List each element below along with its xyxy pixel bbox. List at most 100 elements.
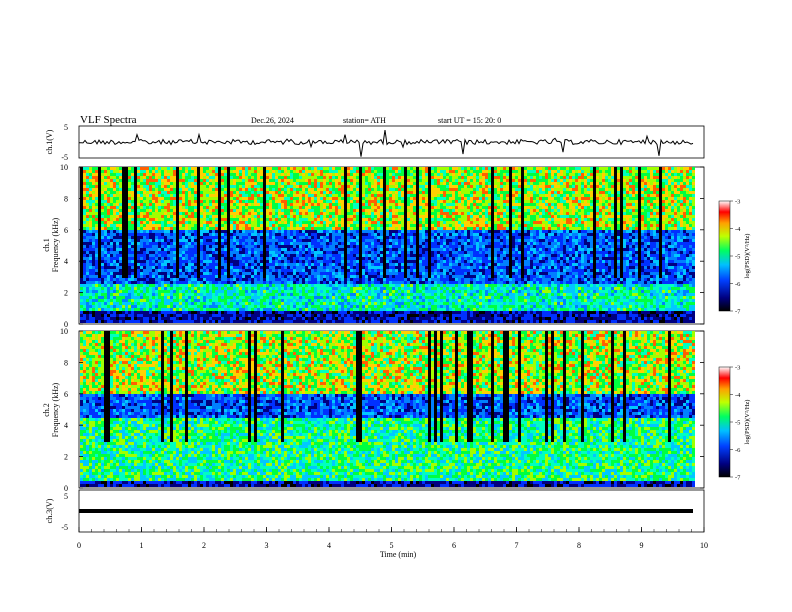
spectrogram-cell [158, 212, 161, 215]
spectrogram-cell [311, 269, 314, 272]
spectrogram-cell [122, 311, 125, 314]
spectrogram-cell [350, 236, 353, 239]
spectrogram-cell [278, 299, 281, 302]
spectrogram-cell [122, 272, 125, 275]
spectrogram-cell [251, 278, 254, 281]
spectrogram-cell [110, 188, 113, 191]
spectrogram-cell [311, 320, 314, 323]
spectrogram-cell [152, 212, 155, 215]
spectrogram-cell [302, 179, 305, 182]
spectrogram-cell [263, 302, 266, 305]
spectrogram-cell [137, 269, 140, 272]
spectrogram-cell [122, 188, 125, 191]
spectrogram-cell [296, 224, 299, 227]
spectrogram-cell [89, 284, 92, 287]
spectrogram-cell [161, 215, 164, 218]
spectrogram-cell [161, 302, 164, 305]
spectrogram-cell [275, 302, 278, 305]
spectrogram-cell [314, 296, 317, 299]
spectrogram-cell [341, 293, 344, 296]
spectrogram-cell [230, 299, 233, 302]
spectrogram-cell [242, 314, 245, 317]
spectrogram-cell [173, 317, 176, 320]
spectrogram-cell [122, 266, 125, 269]
spectrogram-cell [263, 221, 266, 224]
spectrogram-cell [197, 305, 200, 308]
spectrogram-cell [89, 299, 92, 302]
spectrogram-cell [266, 302, 269, 305]
spectrogram-cell [104, 281, 107, 284]
spectrogram-cell [257, 284, 260, 287]
spectrogram-cell [320, 176, 323, 179]
spectrogram-cell [341, 284, 344, 287]
spectrogram-cell [221, 179, 224, 182]
spectrogram-cell [95, 302, 98, 305]
spectrogram-cell [185, 203, 188, 206]
spectrogram-cell [335, 197, 338, 200]
spectrogram-cell [194, 290, 197, 293]
spectrogram-cell [230, 254, 233, 257]
spectrogram-cell [110, 290, 113, 293]
spectrogram-cell [95, 179, 98, 182]
spectrogram-cell [284, 233, 287, 236]
spectrogram-cell [224, 230, 227, 233]
spectrogram-cell [86, 221, 89, 224]
spectrogram-cell [284, 308, 287, 311]
spectrogram-cell [200, 251, 203, 254]
spectrogram-cell [113, 167, 116, 170]
spectrogram-cell [302, 251, 305, 254]
spectrogram-cell [248, 218, 251, 221]
spectrogram-cell [158, 182, 161, 185]
spectrogram-cell [191, 302, 194, 305]
spectrogram-cell [317, 305, 320, 308]
spectrogram-cell [239, 284, 242, 287]
spectrogram-cell [350, 182, 353, 185]
spectrogram-cell [356, 245, 359, 248]
spectrogram-cell [182, 302, 185, 305]
spectrogram-cell [296, 227, 299, 230]
spectrogram-cell [254, 260, 257, 263]
spectrogram-cell [164, 212, 167, 215]
spectrogram-cell [305, 239, 308, 242]
spectrogram-cell [350, 212, 353, 215]
spectrogram-cell [287, 179, 290, 182]
spectrogram-cell [245, 209, 248, 212]
spectrogram-cell [350, 266, 353, 269]
spectrogram-cell [107, 170, 110, 173]
spectrogram-cell [275, 197, 278, 200]
spectrogram-cell [155, 242, 158, 245]
spectrogram-cell [248, 224, 251, 227]
spectrogram-cell [203, 245, 206, 248]
spectrogram-cell [308, 170, 311, 173]
spectrogram-cell [176, 200, 179, 203]
spectrogram-cell [350, 230, 353, 233]
spectrogram-cell [104, 167, 107, 170]
spectrogram-cell [200, 209, 203, 212]
spectrogram-cell [95, 320, 98, 323]
spectrogram-cell [137, 218, 140, 221]
spectrogram-cell [134, 185, 137, 188]
spectrogram-cell [104, 212, 107, 215]
spectrogram-cell [119, 257, 122, 260]
spectrogram-cell [233, 179, 236, 182]
spectrogram-cell [143, 305, 146, 308]
spectrogram-cell [122, 260, 125, 263]
spectrogram-cell [143, 287, 146, 290]
spectrogram-cell [275, 317, 278, 320]
spectrogram-cell [218, 278, 221, 281]
spectrogram-cell [353, 206, 356, 209]
spectrogram-cell [164, 320, 167, 323]
spectrogram-cell [179, 293, 182, 296]
spectrogram-cell [218, 266, 221, 269]
spectrogram-cell [179, 191, 182, 194]
spectrogram-cell [92, 308, 95, 311]
spectrogram-cell [146, 314, 149, 317]
spectrogram-cell [224, 167, 227, 170]
spectrogram-cell [314, 191, 317, 194]
spectrogram-cell [182, 176, 185, 179]
spectrogram-cell [164, 314, 167, 317]
spectrogram-cell [245, 182, 248, 185]
spectrogram-cell [191, 224, 194, 227]
spectrogram-cell [320, 209, 323, 212]
spectrogram-cell [158, 230, 161, 233]
